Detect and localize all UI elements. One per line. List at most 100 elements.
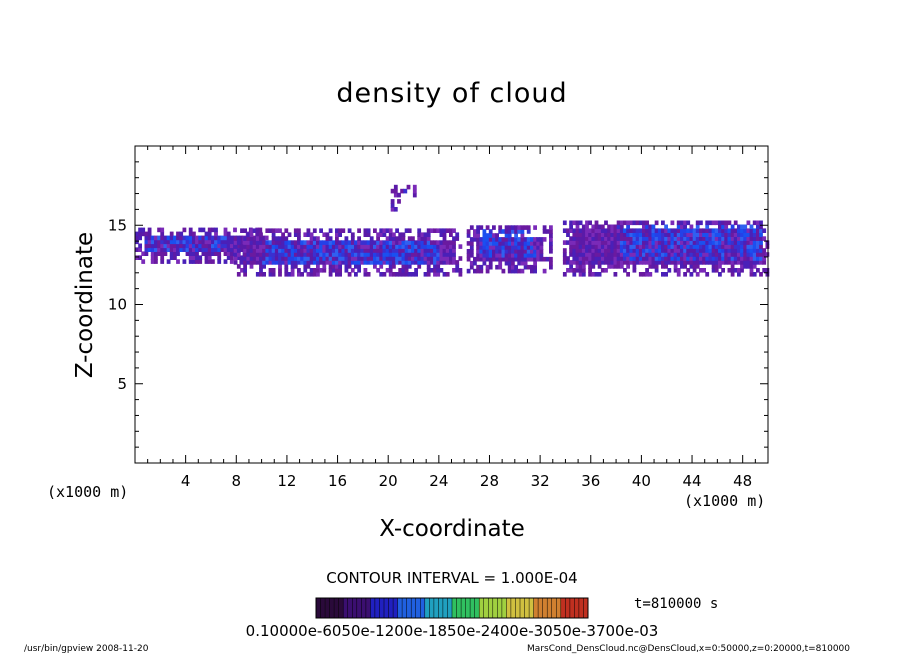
heat-cell [388, 244, 393, 249]
heat-cell [357, 256, 361, 261]
heat-cell [262, 264, 266, 269]
heat-cell [363, 232, 368, 237]
heat-cell [756, 252, 760, 257]
y-axis-label: Z-coordinate [72, 232, 98, 378]
heat-cell [278, 228, 282, 233]
heat-cell [309, 232, 314, 237]
heat-cell [192, 235, 196, 241]
heat-cell [492, 233, 496, 238]
heat-cell [303, 240, 308, 245]
heat-cell [303, 232, 308, 237]
heat-cell [214, 247, 218, 252]
heat-cell [229, 251, 234, 256]
heat-cell [562, 248, 567, 253]
heat-cell [217, 247, 222, 252]
heat-cell [575, 248, 580, 253]
heat-cell [179, 243, 184, 249]
heat-cell [699, 232, 703, 237]
heat-cell [667, 260, 672, 265]
colorbar-segment [334, 598, 339, 618]
heat-cell [594, 232, 599, 237]
heat-cell [581, 260, 586, 265]
heat-cell [207, 255, 212, 260]
heat-cell [268, 228, 273, 233]
colorbar-segment [325, 598, 330, 618]
heat-cell [373, 260, 377, 265]
heat-cell [727, 240, 732, 245]
heat-cell [445, 252, 450, 257]
heat-cell [695, 224, 700, 230]
heat-cell [699, 228, 703, 233]
heat-cell [482, 256, 487, 262]
heat-cell [756, 268, 760, 273]
heat-cell [392, 244, 396, 249]
heat-cell [733, 268, 738, 273]
heat-cell [488, 249, 493, 254]
heat-cell [689, 256, 694, 261]
heat-cell [718, 256, 722, 261]
heat-cell [578, 220, 583, 226]
heat-cell [354, 252, 358, 257]
heat-cell [433, 244, 437, 249]
heat-cell [692, 228, 697, 233]
heat-cell [632, 236, 637, 241]
heat-cell [423, 256, 428, 261]
heat-cell [388, 260, 393, 265]
heat-cell [759, 260, 763, 265]
heat-cell [626, 240, 630, 245]
heat-cell [390, 207, 395, 212]
heat-cell [749, 252, 754, 257]
heat-cell [322, 268, 327, 273]
heat-cell [401, 260, 406, 265]
heat-cell [249, 240, 254, 245]
heat-cell [397, 192, 401, 198]
heat-cell [661, 264, 665, 269]
heat-cell [648, 236, 653, 241]
heat-cell [680, 236, 684, 241]
heat-cell [511, 260, 515, 266]
heat-cell [664, 228, 668, 233]
heat-cell [517, 229, 522, 234]
x-tick-label: 28 [480, 472, 499, 490]
heat-cell [385, 228, 390, 233]
heat-cell [746, 232, 751, 237]
heat-cell [533, 249, 537, 254]
heat-cell [163, 239, 168, 245]
heat-cell [331, 248, 336, 253]
heat-cell [645, 244, 649, 249]
heat-cell [572, 236, 577, 241]
heat-cell [727, 248, 732, 253]
colorbar-segment [320, 598, 326, 618]
heat-cell [395, 228, 399, 233]
heat-cell [733, 220, 738, 226]
heat-cell [309, 256, 314, 261]
heat-cell [144, 235, 149, 241]
heat-cell [520, 249, 525, 254]
heat-cell [749, 248, 754, 253]
heat-cell [407, 260, 412, 265]
heat-cell [702, 236, 706, 241]
heat-cell [469, 260, 474, 266]
heat-cell [357, 236, 361, 241]
heat-cell [708, 232, 713, 237]
heat-cell [204, 231, 209, 237]
heat-cell [369, 256, 374, 261]
heat-cell [433, 248, 437, 253]
heat-cell [642, 272, 646, 277]
heat-cell [150, 247, 155, 252]
heat-cell [214, 239, 218, 245]
heat-cell [511, 237, 515, 242]
heat-cell [407, 240, 412, 245]
heat-cell [322, 264, 327, 269]
heat-cell [420, 256, 425, 261]
heat-cell [290, 256, 295, 261]
heat-cell [303, 264, 308, 269]
heat-cell [523, 256, 528, 262]
heat-cell [724, 260, 729, 265]
heat-cell [705, 248, 710, 253]
heat-cell [382, 260, 387, 265]
heat-cell [426, 244, 431, 249]
heat-cell [392, 252, 396, 257]
heat-cell [705, 220, 710, 226]
heat-cell [578, 244, 583, 249]
